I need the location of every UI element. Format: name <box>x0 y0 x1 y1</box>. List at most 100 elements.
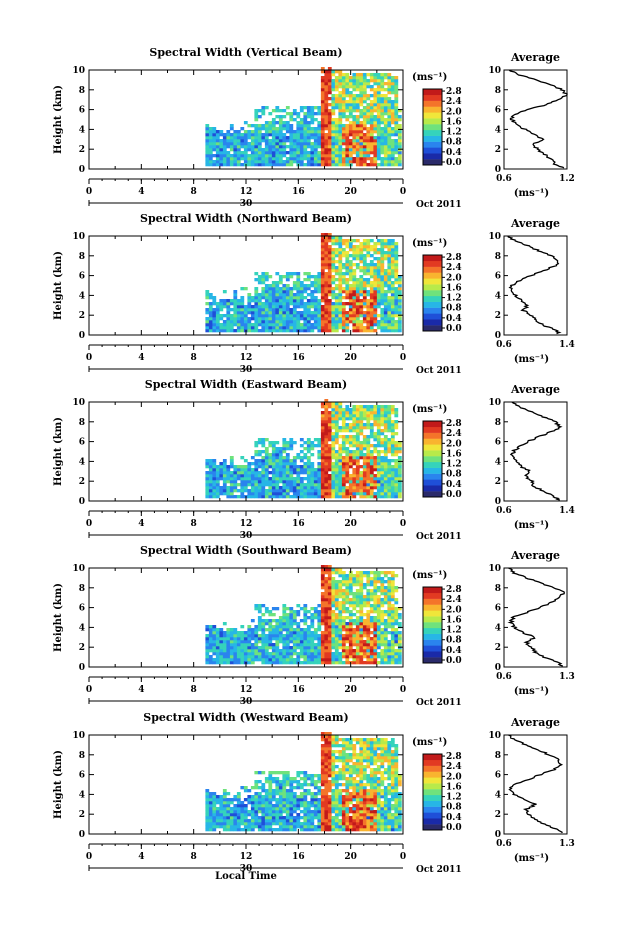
colorbar-swatch <box>423 456 442 463</box>
colorbar-tick-label: 0.0 <box>446 324 462 334</box>
profile-xtick-label: 1.3 <box>559 672 575 682</box>
height-tick-label: 2 <box>79 311 85 321</box>
colorbar-swatch <box>423 260 442 267</box>
colorbar-swatch <box>423 153 442 160</box>
colorbar-tick-label: 2.4 <box>446 762 462 772</box>
height-tick-label: 0 <box>79 830 85 840</box>
panel-3: Spectral Width (Eastward Beam) 0 2 4 6 8 10 Hei… <box>53 378 575 542</box>
profile-height-label: 2 <box>495 311 501 321</box>
date-label: Oct 2011 <box>416 532 462 542</box>
colorbar-swatch <box>423 159 442 166</box>
colorbar-frame <box>422 586 443 664</box>
colorbar-tick-label: 2.8 <box>446 253 462 263</box>
colorbar-swatch <box>423 610 442 617</box>
panel-1: Spectral Width (Vertical Beam) 0 2 4 6 8 10 Hei… <box>53 46 575 210</box>
profile-height-label: 6 <box>495 604 501 614</box>
colorbar-swatch <box>423 319 442 326</box>
colorbar-frame <box>422 254 443 332</box>
height-tick-label: 6 <box>79 272 85 282</box>
colorbar-tick-label: 0.4 <box>446 480 462 490</box>
height-tick-label: 10 <box>72 731 85 741</box>
colorbar-tick-label: 2.0 <box>446 439 462 449</box>
average-profile: Average 0 2 4 6 8 10 0.6 1.3 (ms⁻¹) <box>488 549 574 697</box>
colorbar-swatch <box>423 313 442 320</box>
time-tick-label: 20 <box>344 353 357 363</box>
profile-frame <box>503 734 568 835</box>
colorbar-tick-label: 0.8 <box>446 803 462 813</box>
profile-xtick-label: 0.6 <box>496 672 512 682</box>
colorbar-tick-label: 1.2 <box>446 793 462 803</box>
time-axis-label: Local Time <box>215 871 277 882</box>
colorbar-swatch <box>423 754 442 761</box>
colorbar: (ms⁻¹) 2.82.42.01.61.20.80.40.0 <box>412 238 462 334</box>
time-tick-label: 4 <box>138 353 144 363</box>
colorbar-tick-label: 2.4 <box>446 97 462 107</box>
colorbar-tick-label: 1.2 <box>446 626 462 636</box>
colorbar-unit: (ms⁻¹) <box>412 72 447 83</box>
colorbar-swatch <box>423 325 442 332</box>
date-day-label: 30 <box>240 531 253 541</box>
colorbar-swatch <box>423 284 442 291</box>
colorbar: (ms⁻¹) 2.82.42.01.61.20.80.40.0 <box>412 404 462 500</box>
height-tick-label: 4 <box>79 291 85 301</box>
time-tick-label: 4 <box>138 852 144 862</box>
colorbar-swatch <box>423 645 442 652</box>
profile-height-label: 2 <box>495 145 501 155</box>
profile-title: Average <box>510 716 560 729</box>
height-axis-label: Height (km) <box>53 251 64 320</box>
heatmap-cells <box>205 233 402 333</box>
profile-line <box>507 235 562 335</box>
time-tick-label: 8 <box>191 685 197 695</box>
profile-xlabel: (ms⁻¹) <box>514 853 549 864</box>
colorbar-swatch <box>423 800 442 807</box>
height-tick-label: 0 <box>79 331 85 341</box>
time-tick-label: 8 <box>191 852 197 862</box>
time-tick-label: 12 <box>240 519 253 529</box>
time-tick-label: 16 <box>292 187 305 197</box>
colorbar-swatch <box>423 266 442 273</box>
time-tick-label: 0 <box>400 353 406 363</box>
colorbar-frame <box>422 88 443 166</box>
profile-height-label: 8 <box>495 418 501 428</box>
height-tick-label: 0 <box>79 497 85 507</box>
time-tick-label: 4 <box>138 685 144 695</box>
profile-height-label: 8 <box>495 751 501 761</box>
colorbar-swatch <box>423 479 442 486</box>
colorbar-swatch <box>423 789 442 796</box>
date-label: Oct 2011 <box>416 698 462 708</box>
colorbar-tick-label: 0.8 <box>446 636 462 646</box>
colorbar-swatch <box>423 450 442 457</box>
colorbar-swatch <box>423 759 442 766</box>
colorbar-tick-label: 2.0 <box>446 772 462 782</box>
time-tick-label: 8 <box>191 519 197 529</box>
colorbar-tick-label: 0.0 <box>446 823 462 833</box>
height-tick-label: 2 <box>79 477 85 487</box>
height-tick-label: 2 <box>79 810 85 820</box>
colorbar-swatch <box>423 461 442 468</box>
date-day-label: 30 <box>240 199 253 209</box>
colorbar-swatch <box>423 94 442 101</box>
colorbar-tick-label: 2.4 <box>446 595 462 605</box>
height-tick-label: 6 <box>79 438 85 448</box>
colorbar-swatch <box>423 616 442 623</box>
colorbar-swatch <box>423 651 442 658</box>
colorbar-tick-label: 1.6 <box>446 782 462 792</box>
colorbar-swatch <box>423 426 442 433</box>
time-tick-label: 20 <box>344 519 357 529</box>
profile-height-label: 6 <box>495 438 501 448</box>
time-tick-label: 16 <box>292 353 305 363</box>
profile-height-label: 8 <box>495 584 501 594</box>
colorbar-tick-label: 1.6 <box>446 117 462 127</box>
colorbar-swatch <box>423 124 442 131</box>
height-tick-label: 2 <box>79 643 85 653</box>
colorbar-tick-label: 2.0 <box>446 605 462 615</box>
colorbar-unit: (ms⁻¹) <box>412 404 447 415</box>
profile-xtick-label: 0.6 <box>496 340 512 350</box>
colorbar-tick-label: 2.8 <box>446 419 462 429</box>
average-profile: Average 0 2 4 6 8 10 0.6 1.4 (ms⁻¹) <box>488 383 574 531</box>
time-tick-label: 20 <box>344 685 357 695</box>
profile-height-label: 10 <box>488 731 501 741</box>
colorbar-swatch <box>423 129 442 136</box>
heatmap-cells <box>205 565 402 665</box>
profile-line <box>508 734 564 834</box>
